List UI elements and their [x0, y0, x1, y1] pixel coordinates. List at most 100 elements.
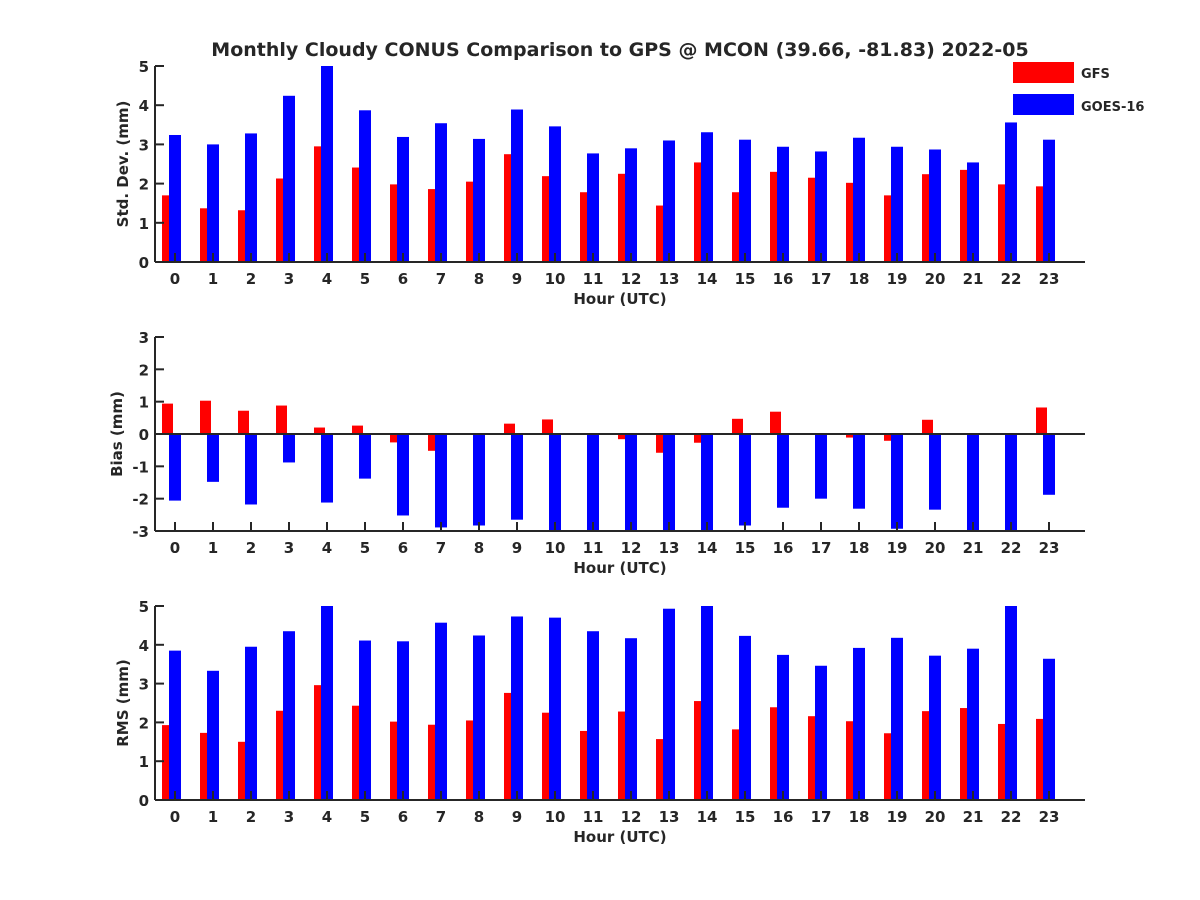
bias-bar-gfs-6	[390, 434, 401, 443]
rms-bar-gfs-15	[732, 729, 743, 800]
rms-bar-goes16-20	[929, 655, 941, 800]
rms-x-tick-label: 8	[474, 808, 484, 826]
std-dev-x-axis-label: Hour (UTC)	[573, 290, 666, 308]
legend-label-gfs: GFS	[1081, 67, 1110, 82]
std-dev-x-tick-label: 12	[621, 270, 642, 288]
std-dev-x-tick-label: 2	[246, 270, 256, 288]
rms-bar-gfs-5	[352, 705, 363, 800]
bias-bar-goes16-19	[891, 434, 903, 529]
std-dev-x-tick-label: 9	[512, 270, 522, 288]
rms-bar-goes16-8	[473, 635, 485, 800]
rms-x-tick-label: 14	[697, 808, 718, 826]
std-dev-y-tick-label: 2	[139, 176, 149, 194]
std-dev-bar-gfs-12	[618, 173, 629, 262]
bias-y-tick-label: 2	[139, 361, 149, 379]
std-dev-bar-gfs-17	[808, 177, 819, 262]
std-dev-bar-goes16-20	[929, 149, 941, 262]
rms-bar-gfs-3	[276, 710, 287, 800]
std-dev-bar-goes16-16	[777, 146, 789, 262]
rms-x-tick-label: 5	[360, 808, 370, 826]
rms-bar-goes16-11	[587, 631, 599, 800]
bias-x-tick-label: 18	[849, 539, 870, 557]
bias-bar-goes16-1	[207, 434, 219, 482]
bias-x-tick-label: 9	[512, 539, 522, 557]
rms-bar-goes16-2	[245, 646, 257, 800]
std-dev-bar-gfs-0	[162, 195, 173, 262]
std-dev-y-axis-label: Std. Dev. (mm)	[114, 101, 132, 228]
rms-bar-goes16-3	[283, 631, 295, 800]
bias-bar-gfs-13	[656, 434, 667, 453]
bias-x-tick-label: 19	[887, 539, 908, 557]
rms-y-axis-label: RMS (mm)	[114, 659, 132, 746]
rms-bar-goes16-9	[511, 616, 523, 800]
std-dev-bar-gfs-7	[428, 189, 439, 262]
rms-bar-goes16-6	[397, 641, 409, 800]
bias-bar-goes16-16	[777, 434, 789, 508]
std-dev-x-tick-label: 0	[170, 270, 180, 288]
rms-bar-gfs-9	[504, 692, 515, 800]
rms-bar-gfs-12	[618, 711, 629, 800]
bias-x-tick-label: 15	[735, 539, 756, 557]
bias-x-tick-label: 22	[1001, 539, 1022, 557]
rms-x-tick-label: 20	[925, 808, 946, 826]
bias-bar-goes16-6	[397, 434, 409, 516]
std-dev-x-tick-label: 4	[322, 270, 332, 288]
rms-x-tick-label: 15	[735, 808, 756, 826]
bias-x-tick-label: 21	[963, 539, 984, 557]
std-dev-x-tick-label: 23	[1039, 270, 1060, 288]
rms-bar-gfs-11	[580, 730, 591, 800]
rms-bar-goes16-21	[967, 648, 979, 800]
rms-x-tick-label: 4	[322, 808, 332, 826]
bias-x-tick-label: 6	[398, 539, 408, 557]
std-dev-x-tick-label: 6	[398, 270, 408, 288]
rms-bar-gfs-16	[770, 707, 781, 800]
rms-bar-gfs-13	[656, 739, 667, 800]
std-dev-bar-gfs-8	[466, 181, 477, 262]
std-dev-bar-gfs-14	[694, 162, 705, 262]
std-dev-x-tick-label: 11	[583, 270, 604, 288]
bias-bar-goes16-21	[967, 434, 979, 531]
rms-bar-gfs-4	[314, 685, 325, 800]
rms-y-tick-label: 5	[139, 598, 149, 616]
bias-x-tick-label: 13	[659, 539, 680, 557]
std-dev-bar-gfs-9	[504, 154, 515, 262]
rms-bar-goes16-17	[815, 665, 827, 800]
rms-x-tick-label: 18	[849, 808, 870, 826]
std-dev-x-tick-label: 8	[474, 270, 484, 288]
bias-bar-gfs-19	[884, 434, 895, 441]
rms-x-tick-label: 13	[659, 808, 680, 826]
std-dev-bar-goes16-6	[397, 136, 409, 262]
rms-bar-gfs-10	[542, 712, 553, 800]
std-dev-bar-goes16-18	[853, 137, 865, 262]
bias-bar-gfs-12	[618, 434, 629, 440]
rms-bar-gfs-0	[162, 725, 173, 800]
std-dev-bar-goes16-21	[967, 162, 979, 262]
bias-bar-goes16-14	[701, 434, 713, 531]
bias-bar-goes16-23	[1043, 434, 1055, 495]
rms-bar-goes16-18	[853, 647, 865, 800]
bias-bar-gfs-10	[542, 419, 553, 434]
legend-swatch-goes16	[1013, 94, 1074, 115]
rms-bar-gfs-7	[428, 724, 439, 800]
std-dev-bar-goes16-3	[283, 95, 295, 263]
rms-x-tick-label: 12	[621, 808, 642, 826]
bias-bar-gfs-23	[1036, 407, 1047, 434]
rms-x-tick-label: 7	[436, 808, 446, 826]
rms-bar-goes16-7	[435, 622, 447, 800]
legend: GFS GOES-16	[1013, 62, 1144, 115]
bias-bar-gfs-2	[238, 410, 249, 434]
std-dev-bar-gfs-19	[884, 195, 895, 262]
bias-bar-gfs-4	[314, 427, 325, 434]
rms-x-tick-label: 19	[887, 808, 908, 826]
bias-bar-gfs-5	[352, 425, 363, 434]
rms-x-tick-label: 21	[963, 808, 984, 826]
std-dev-y-tick-label: 3	[139, 136, 149, 154]
std-dev-bar-goes16-7	[435, 123, 447, 263]
bias-bar-gfs-15	[732, 418, 743, 434]
rms-bar-goes16-23	[1043, 658, 1055, 800]
rms-bar-gfs-23	[1036, 718, 1047, 800]
std-dev-bar-gfs-11	[580, 192, 591, 262]
bias-bar-gfs-9	[504, 423, 515, 434]
bias-bar-gfs-16	[770, 411, 781, 434]
